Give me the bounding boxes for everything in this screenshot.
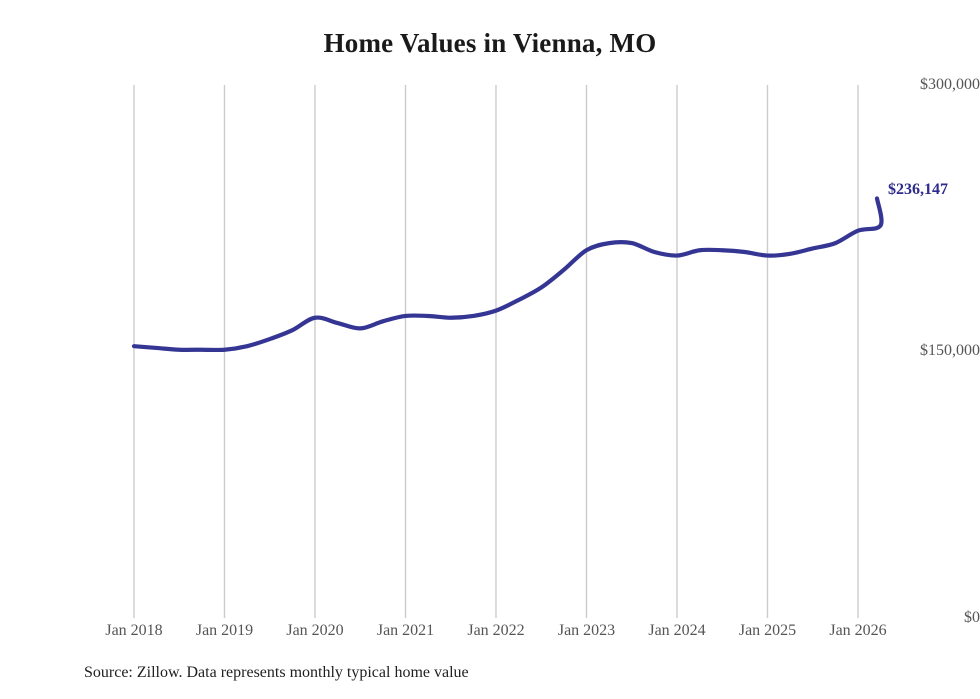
x-axis-tick-jan-2020: Jan 2020 (286, 622, 344, 639)
x-axis-tick-jan-2024: Jan 2024 (648, 622, 706, 639)
chart-title: Home Values in Vienna, MO (323, 28, 657, 58)
x-axis-tick-jan-2022: Jan 2022 (467, 622, 525, 639)
x-axis-tick-jan-2023: Jan 2023 (557, 622, 616, 639)
y-axis-tick-300000: $300,000 (920, 76, 980, 93)
x-axis-tick-jan-2019: Jan 2019 (195, 622, 254, 639)
source-footnote: Source: Zillow. Data represents monthly … (84, 664, 469, 681)
y-axis-tick-150000: $150,000 (920, 342, 980, 359)
y-axis-tick-0: $0 (964, 609, 980, 626)
series-line-typical-home-value (131, 196, 884, 353)
end-value-annotation: $236,147 (888, 181, 948, 198)
x-axis-tick-jan-2025: Jan 2025 (738, 622, 797, 639)
x-axis-tick-jan-2026: Jan 2026 (829, 622, 887, 639)
x-axis-tick-jan-2018: Jan 2018 (105, 622, 163, 639)
gridlines-group (133, 85, 859, 618)
x-axis-tick-jan-2021: Jan 2021 (376, 622, 435, 639)
